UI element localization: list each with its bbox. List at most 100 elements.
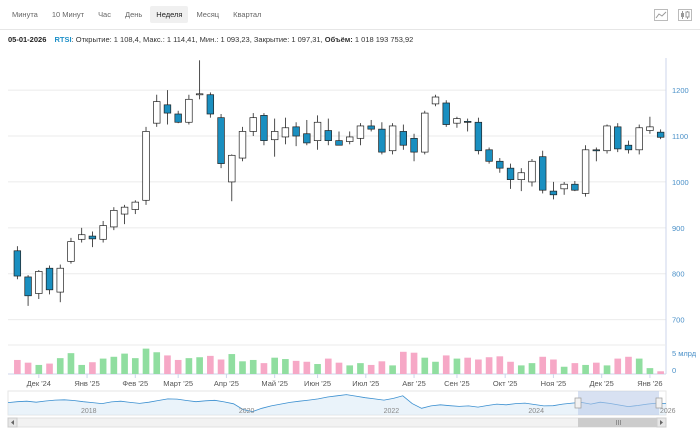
tab-hour[interactable]: Час bbox=[98, 10, 111, 19]
volume-bar[interactable] bbox=[324, 358, 332, 374]
candle[interactable] bbox=[646, 126, 654, 131]
tab-day[interactable]: День bbox=[124, 10, 143, 19]
tab-month[interactable]: Месяц bbox=[196, 10, 220, 19]
candle[interactable] bbox=[313, 121, 322, 141]
volume-bar[interactable] bbox=[528, 363, 536, 374]
candle[interactable] bbox=[110, 210, 118, 228]
volume-bar[interactable] bbox=[153, 352, 161, 374]
candle[interactable] bbox=[238, 131, 247, 159]
volume-bar[interactable] bbox=[485, 357, 493, 374]
candle[interactable] bbox=[99, 225, 107, 240]
volume-bar[interactable] bbox=[78, 364, 86, 374]
volume-bar[interactable] bbox=[110, 356, 118, 374]
volume-bar[interactable] bbox=[346, 365, 354, 374]
candle[interactable] bbox=[517, 172, 525, 180]
volume-bar[interactable] bbox=[560, 366, 568, 374]
volume-bar[interactable] bbox=[378, 361, 386, 374]
candle[interactable] bbox=[174, 113, 182, 123]
volume-bar[interactable] bbox=[464, 357, 471, 374]
volume-bar[interactable] bbox=[260, 363, 268, 374]
candle[interactable] bbox=[45, 267, 54, 291]
volume-bar[interactable] bbox=[582, 364, 589, 374]
candle[interactable] bbox=[195, 93, 204, 96]
volume-bar[interactable] bbox=[14, 359, 21, 374]
candle[interactable] bbox=[549, 190, 558, 196]
candle[interactable] bbox=[78, 234, 86, 240]
candle[interactable] bbox=[324, 130, 332, 141]
volume-bar[interactable] bbox=[239, 361, 246, 374]
volume-bar[interactable] bbox=[389, 365, 396, 374]
candle[interactable] bbox=[378, 128, 386, 153]
volume-bar[interactable] bbox=[314, 364, 321, 374]
volume-bar[interactable] bbox=[603, 365, 611, 374]
candle[interactable] bbox=[442, 102, 450, 125]
volume-bar[interactable] bbox=[400, 351, 407, 374]
candle[interactable] bbox=[410, 137, 418, 153]
ticker-symbol[interactable]: RTSI bbox=[54, 35, 72, 44]
tab-minute[interactable]: Минута bbox=[12, 10, 38, 19]
volume-bar[interactable] bbox=[89, 362, 96, 374]
volume-bar[interactable] bbox=[539, 356, 547, 374]
candle[interactable] bbox=[260, 115, 268, 141]
volume-bar[interactable] bbox=[282, 359, 289, 374]
volume-bar[interactable] bbox=[174, 359, 182, 374]
candle[interactable] bbox=[56, 267, 64, 293]
candle[interactable] bbox=[67, 241, 75, 262]
volume-bar[interactable] bbox=[550, 359, 557, 375]
volume-bar[interactable] bbox=[335, 362, 343, 374]
navigator-selection[interactable] bbox=[578, 391, 659, 415]
volume-bar[interactable] bbox=[410, 352, 418, 374]
candle[interactable] bbox=[356, 125, 365, 139]
volume-bar[interactable] bbox=[185, 358, 193, 374]
candle[interactable] bbox=[635, 127, 643, 151]
candle[interactable] bbox=[656, 131, 665, 138]
candle[interactable] bbox=[560, 183, 568, 190]
volume-bar[interactable] bbox=[453, 358, 461, 374]
candle[interactable] bbox=[303, 133, 311, 144]
candle[interactable] bbox=[346, 136, 354, 142]
volume-bar[interactable] bbox=[592, 362, 600, 374]
volume-bar[interactable] bbox=[46, 363, 53, 374]
volume-bar[interactable] bbox=[24, 362, 32, 374]
candle[interactable] bbox=[163, 104, 172, 114]
volume-bar[interactable] bbox=[207, 355, 214, 374]
navigator-handle[interactable] bbox=[655, 397, 663, 409]
candle[interactable] bbox=[185, 98, 193, 123]
volume-bar[interactable] bbox=[217, 359, 225, 375]
candle[interactable] bbox=[603, 125, 611, 152]
volume-bar[interactable] bbox=[357, 363, 364, 374]
candle[interactable] bbox=[474, 121, 483, 152]
candle[interactable] bbox=[485, 149, 493, 162]
volume-bar[interactable] bbox=[249, 359, 257, 374]
volume-bar[interactable] bbox=[646, 368, 654, 374]
volume-bar[interactable] bbox=[421, 357, 429, 374]
volume-bar[interactable] bbox=[496, 356, 504, 374]
candle[interactable] bbox=[24, 276, 32, 297]
candle[interactable] bbox=[614, 126, 622, 150]
volume-bar[interactable] bbox=[475, 359, 482, 375]
candle[interactable] bbox=[367, 125, 375, 130]
volume-bar[interactable] bbox=[67, 353, 75, 374]
candle[interactable] bbox=[292, 126, 300, 137]
tab-10-minutes[interactable]: 10 Минут bbox=[51, 10, 85, 19]
volume-bar[interactable] bbox=[635, 358, 643, 374]
volume-bar[interactable] bbox=[517, 365, 525, 374]
candle[interactable] bbox=[335, 140, 343, 146]
candle[interactable] bbox=[88, 235, 97, 240]
candle[interactable] bbox=[431, 96, 440, 105]
candle[interactable] bbox=[249, 117, 257, 132]
volume-bar[interactable] bbox=[571, 363, 579, 374]
volume-bar[interactable] bbox=[367, 364, 375, 374]
volume-bar[interactable] bbox=[56, 358, 64, 374]
volume-bar[interactable] bbox=[271, 357, 278, 374]
volume-bar[interactable] bbox=[35, 364, 43, 374]
candle[interactable] bbox=[217, 117, 225, 164]
volume-bar[interactable] bbox=[196, 357, 203, 374]
volume-bar[interactable] bbox=[657, 371, 664, 374]
candle[interactable] bbox=[399, 131, 408, 146]
candle[interactable] bbox=[581, 149, 590, 194]
candle[interactable] bbox=[571, 183, 579, 191]
volume-bar[interactable] bbox=[303, 361, 311, 374]
candle[interactable] bbox=[624, 144, 633, 151]
candle[interactable] bbox=[528, 160, 536, 183]
